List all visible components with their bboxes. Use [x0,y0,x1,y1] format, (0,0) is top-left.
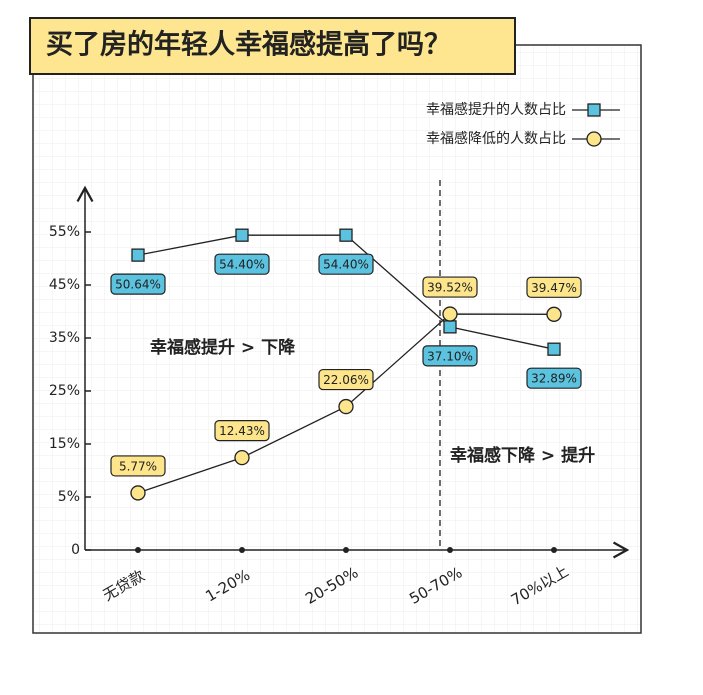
legend-label: 幸福感降低的人数占比 [426,130,566,147]
label-box [526,276,582,298]
y-tick-label: 55% [49,224,80,240]
marker [547,342,561,356]
chart-title: 买了房的年轻人幸福感提高了吗？ [46,29,451,61]
label-box [110,455,166,477]
marker [131,248,145,262]
legend-marker [587,103,601,117]
data-label: 54.40% [219,258,265,272]
data-label: 12.43% [219,424,265,438]
y-tick-label: 45% [49,277,80,293]
x-tick-dot [239,547,245,553]
legend-marker [586,131,602,147]
label-box [422,345,478,367]
label-box [214,253,270,275]
data-label: 37.10% [427,349,473,363]
label-box [318,253,374,275]
x-tick-dot [343,547,349,553]
title-box [29,17,516,75]
annotation: 幸福感下降 > 提升 [450,445,595,466]
legend-label: 幸福感提升的人数占比 [426,101,566,118]
data-label: 22.06% [323,373,369,387]
data-label: 54.40% [323,258,369,272]
label-box [526,367,582,389]
data-label: 32.89% [531,372,577,386]
x-tick-dot [135,547,141,553]
y-tick-label: 35% [49,330,80,346]
y-tick-label: 5% [58,489,80,505]
data-label: 39.52% [427,281,473,295]
label-box [214,420,270,442]
data-label: 5.77% [119,459,157,473]
marker [338,398,354,415]
x-tick-dot [551,547,557,553]
label-box [318,368,374,391]
marker [235,228,249,242]
marker [339,228,353,242]
frame [32,44,642,634]
x-tick-dot [447,547,453,553]
y-tick-label: 25% [49,383,80,399]
y-tick-label: 15% [49,436,80,452]
annotation: 幸福感提升 > 下降 [150,337,296,358]
marker [546,306,562,322]
marker [234,449,250,466]
marker [442,306,458,322]
y-tick-label: 0 [71,542,80,558]
marker [130,485,146,501]
label-box [422,276,478,298]
marker [443,320,457,334]
data-label: 39.47% [531,281,577,295]
label-box [110,273,166,295]
data-label: 50.64% [115,278,161,292]
